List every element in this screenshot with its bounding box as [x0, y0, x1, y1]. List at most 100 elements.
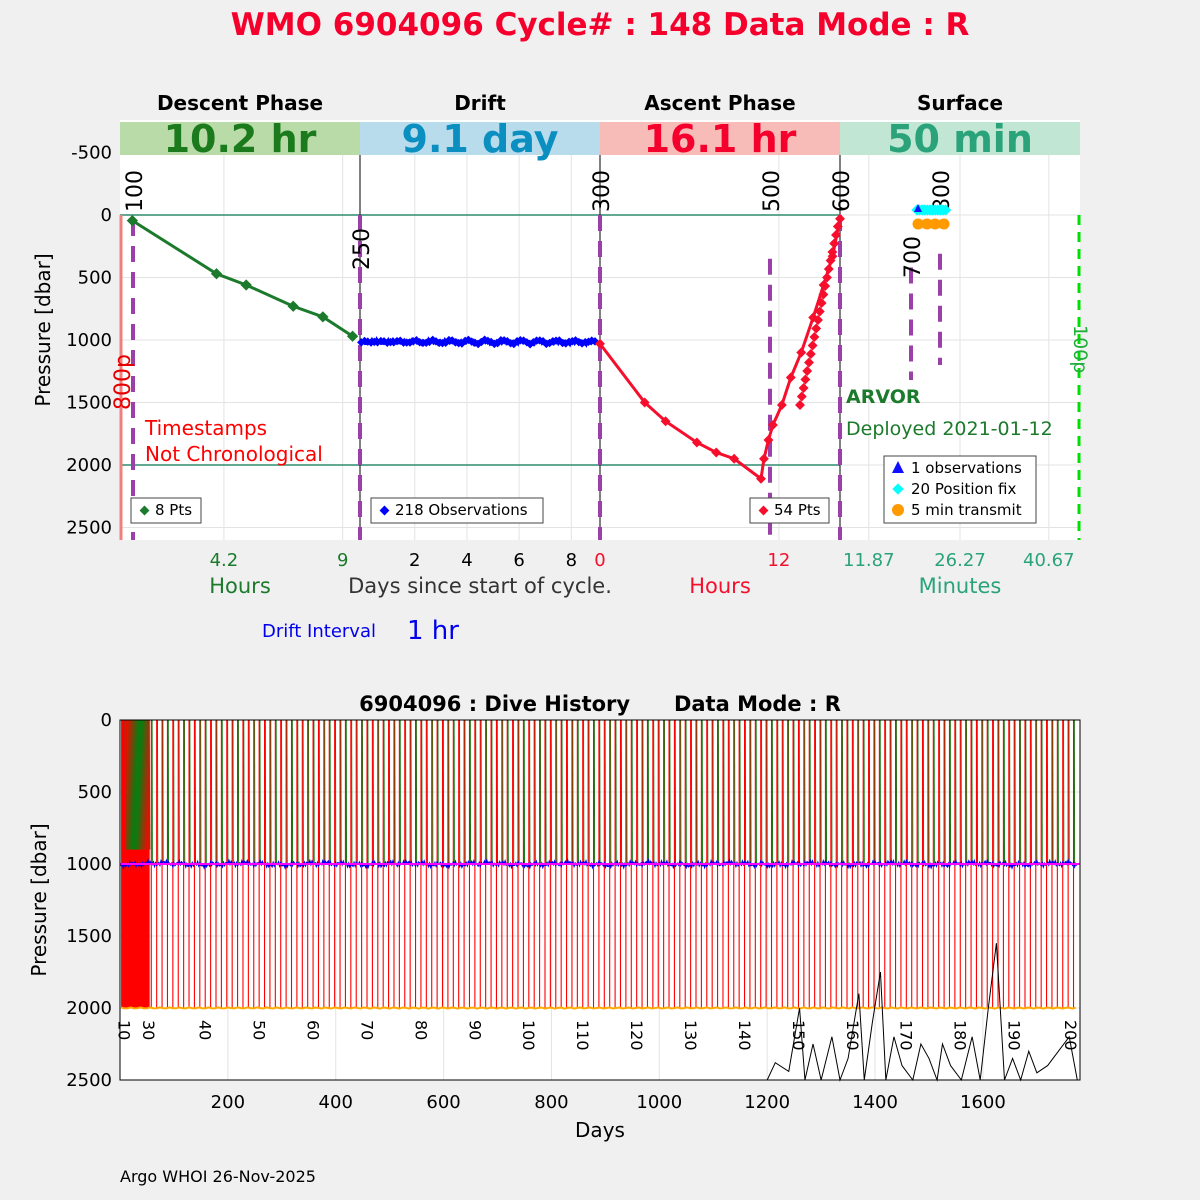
time-marker-label: 600	[830, 170, 855, 212]
series	[126, 204, 952, 484]
transmit-point	[929, 218, 941, 230]
x-tick-label: 1600	[960, 1092, 1006, 1113]
ascent-point	[759, 453, 769, 464]
cycle-label: 60	[303, 1020, 322, 1040]
y-axis-label: Pressure [dbar]	[27, 823, 51, 976]
dive-history-chart: 6904096 : Dive History Data Mode : R 10 3…	[27, 692, 1081, 1142]
phase-duration: 50 min	[887, 117, 1033, 161]
time-marker-label: 800p	[111, 354, 136, 410]
y-tick-label: 0	[101, 710, 112, 731]
ascent-point	[813, 315, 823, 325]
ascent-point	[795, 400, 805, 410]
phase-band	[840, 122, 1080, 155]
ascent-point	[796, 391, 807, 402]
ascent-point	[825, 255, 836, 266]
observation-point	[914, 204, 922, 212]
phase-duration: 9.1 day	[402, 117, 559, 161]
cycle-label: 130	[681, 1020, 700, 1051]
ascent-point	[691, 437, 702, 448]
time-marker-label: 300	[590, 170, 615, 212]
cycle-label: 90	[465, 1020, 484, 1040]
cycle-label: 180	[951, 1020, 970, 1051]
descent-profile	[139, 719, 142, 850]
x-tick-label: 4.2	[210, 550, 239, 571]
y-tick-label: 1500	[66, 926, 112, 947]
x-tick-label: 600	[426, 1092, 460, 1113]
time-marker-label: 500	[760, 170, 785, 212]
phase-band	[360, 122, 600, 155]
cycle-label: 40	[196, 1020, 215, 1040]
ascent-point	[831, 230, 841, 240]
legend-marker	[139, 505, 150, 516]
descent-profile	[148, 719, 151, 850]
descent-profile	[124, 719, 127, 850]
ascent-point	[807, 340, 818, 351]
descent-profile	[131, 719, 134, 850]
ascent-point	[804, 357, 814, 368]
deployed-date: Deployed 2021-01-12	[846, 418, 1053, 440]
ascent-point	[763, 435, 774, 445]
y-axis-label: Pressure [dbar]	[31, 253, 55, 406]
legend-marker	[892, 504, 904, 516]
legend-marker	[379, 505, 390, 516]
ascent-point	[805, 349, 816, 359]
cycle-label: 110	[573, 1020, 592, 1051]
ascent-point	[811, 323, 822, 334]
x-axis-label: Days since start of cycle.	[348, 574, 612, 598]
ascent-point	[729, 453, 740, 464]
ascent-point	[639, 397, 650, 408]
ascent-point	[802, 366, 813, 376]
drift-interval-value: 1 hr	[407, 616, 459, 646]
x-tick-label: 9	[337, 550, 348, 571]
y-tick-label: 1000	[66, 854, 112, 875]
ascent-point	[798, 383, 809, 393]
cycle-label: 150	[789, 1020, 808, 1051]
transmit-point	[921, 218, 933, 230]
ascent-point	[823, 264, 834, 274]
cycle-label: 190	[1005, 1020, 1024, 1051]
ascent-point	[756, 473, 766, 484]
x-tick-label: 26.27	[934, 550, 986, 571]
cycle-label: 100	[519, 1020, 538, 1051]
cycle-label: 70	[357, 1020, 376, 1040]
descent-profile	[126, 719, 129, 850]
x-tick-label: 8	[566, 550, 577, 571]
ascent-point	[776, 400, 787, 410]
legend-label: 8 Pts	[155, 501, 192, 519]
descent-point	[317, 311, 329, 323]
transmit-point	[938, 218, 950, 230]
time-marker-label: 100p	[1069, 325, 1091, 373]
phase-duration: 16.1 hr	[644, 117, 797, 161]
x-tick-label: 6	[513, 550, 524, 571]
ascent-point	[711, 447, 722, 458]
cycle-label: 170	[897, 1020, 916, 1051]
y-tick-label: 0	[101, 205, 112, 226]
ascent-point	[818, 289, 829, 300]
ascent-point	[822, 272, 832, 283]
descent-profile	[144, 719, 146, 850]
legend-box	[370, 497, 544, 524]
cycle-label: 160	[843, 1020, 862, 1051]
cycle-label: 80	[411, 1020, 430, 1040]
descent-point	[126, 214, 139, 227]
x-tick-label: 2	[409, 550, 420, 571]
dive-history-title: 6904096 : Dive History Data Mode : R	[359, 692, 841, 716]
axes-frame	[119, 719, 1081, 1081]
descent-point	[210, 268, 223, 280]
cycle-label: 30	[139, 1020, 158, 1040]
ascent-point	[796, 347, 807, 358]
y-tick-label: 1500	[66, 393, 112, 414]
series	[120, 857, 1080, 1082]
y-tick-label: 2000	[66, 455, 112, 476]
descent-line	[131, 219, 354, 338]
ascent-point	[814, 306, 825, 317]
phase-band	[120, 122, 360, 155]
descent-profile	[129, 719, 131, 850]
x-tick-label: 0	[594, 550, 605, 571]
descent-profile	[135, 719, 138, 850]
y-tick-label: 500	[78, 268, 112, 289]
phase-label: Drift	[454, 91, 506, 115]
descent-profile	[142, 719, 144, 850]
